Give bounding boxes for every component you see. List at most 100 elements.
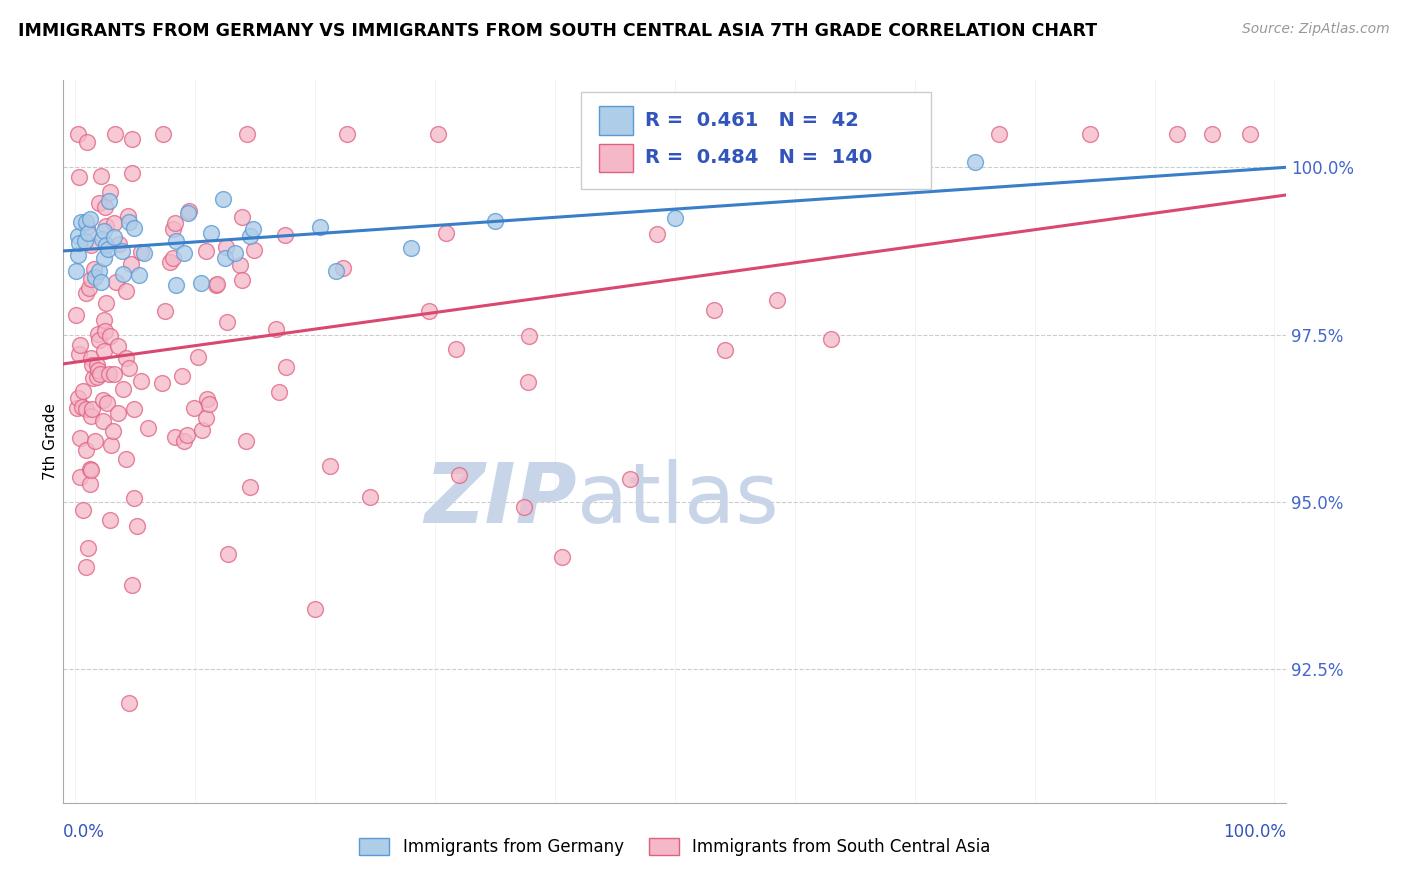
Point: [66, 401, 89, 415]
Point: [76, 220, 98, 235]
Point: [100, 438, 122, 452]
Point: [269, 385, 291, 400]
Point: [115, 351, 138, 365]
Point: [75, 215, 97, 229]
Point: [447, 468, 470, 483]
Point: [418, 303, 440, 318]
Point: [96, 296, 118, 310]
Point: [79, 476, 101, 491]
Point: [107, 406, 129, 420]
Point: [87, 196, 110, 211]
Point: [129, 244, 152, 259]
Point: [89, 275, 111, 289]
Point: [264, 322, 287, 336]
Point: [183, 401, 205, 416]
Point: [84, 434, 107, 448]
Text: ZIP: ZIP: [425, 458, 576, 540]
Point: [76, 541, 98, 555]
Point: [84, 270, 107, 285]
Point: [114, 284, 136, 298]
Legend: Immigrants from Germany, Immigrants from South Central Asia: Immigrants from Germany, Immigrants from…: [353, 831, 997, 863]
Text: IMMIGRANTS FROM GERMANY VS IMMIGRANTS FROM SOUTH CENTRAL ASIA 7TH GRADE CORRELAT: IMMIGRANTS FROM GERMANY VS IMMIGRANTS FR…: [18, 22, 1098, 40]
Point: [128, 268, 150, 282]
Point: [304, 602, 326, 616]
Point: [194, 410, 217, 425]
Point: [118, 360, 141, 375]
Point: [205, 277, 228, 292]
Point: [122, 220, 145, 235]
Point: [103, 216, 125, 230]
Point: [235, 127, 257, 141]
Point: [70, 215, 93, 229]
Point: [108, 236, 131, 251]
Y-axis label: 7th Grade: 7th Grade: [42, 403, 58, 480]
Point: [176, 428, 198, 442]
Point: [172, 368, 194, 383]
Point: [77, 281, 100, 295]
Point: [117, 209, 139, 223]
Point: [80, 358, 103, 372]
Point: [129, 374, 152, 388]
Point: [231, 211, 253, 225]
Point: [766, 293, 789, 307]
Point: [79, 211, 101, 226]
Point: [197, 392, 219, 407]
Point: [83, 262, 105, 277]
Point: [243, 244, 266, 258]
Point: [619, 472, 641, 486]
Point: [103, 230, 125, 244]
Point: [93, 344, 115, 359]
Point: [101, 424, 124, 438]
Point: [89, 264, 111, 278]
Point: [80, 351, 103, 365]
Point: [274, 359, 297, 374]
Point: [67, 391, 90, 405]
Point: [121, 166, 143, 180]
Point: [163, 430, 186, 444]
Point: [988, 127, 1011, 141]
Point: [93, 201, 115, 215]
Point: [97, 242, 120, 256]
Point: [98, 368, 121, 382]
Point: [65, 264, 87, 278]
Point: [176, 206, 198, 220]
Point: [107, 339, 129, 353]
Point: [91, 393, 114, 408]
Point: [69, 469, 91, 483]
Point: [103, 368, 125, 382]
Point: [444, 343, 467, 357]
Point: [162, 251, 184, 265]
Point: [517, 375, 540, 389]
Point: [713, 343, 735, 358]
Point: [86, 369, 108, 384]
Point: [111, 244, 134, 259]
Point: [80, 272, 103, 286]
Point: [69, 432, 91, 446]
Point: [93, 313, 115, 327]
Point: [91, 414, 114, 428]
Point: [159, 255, 181, 269]
Point: [86, 358, 108, 372]
Point: [162, 222, 184, 236]
Point: [118, 215, 141, 229]
Point: [98, 185, 121, 199]
Point: [820, 332, 842, 346]
Point: [399, 241, 422, 255]
Point: [122, 402, 145, 417]
Point: [150, 376, 173, 390]
Point: [72, 503, 94, 517]
Point: [75, 443, 97, 458]
Point: [76, 135, 98, 149]
Point: [868, 127, 890, 141]
Point: [111, 267, 134, 281]
Point: [75, 402, 97, 417]
Point: [66, 127, 89, 141]
Point: [163, 217, 186, 231]
Point: [231, 273, 253, 287]
Point: [1239, 127, 1261, 141]
Point: [67, 236, 90, 251]
Point: [121, 132, 143, 146]
Point: [67, 169, 90, 184]
Point: [336, 127, 359, 141]
Point: [484, 214, 506, 228]
